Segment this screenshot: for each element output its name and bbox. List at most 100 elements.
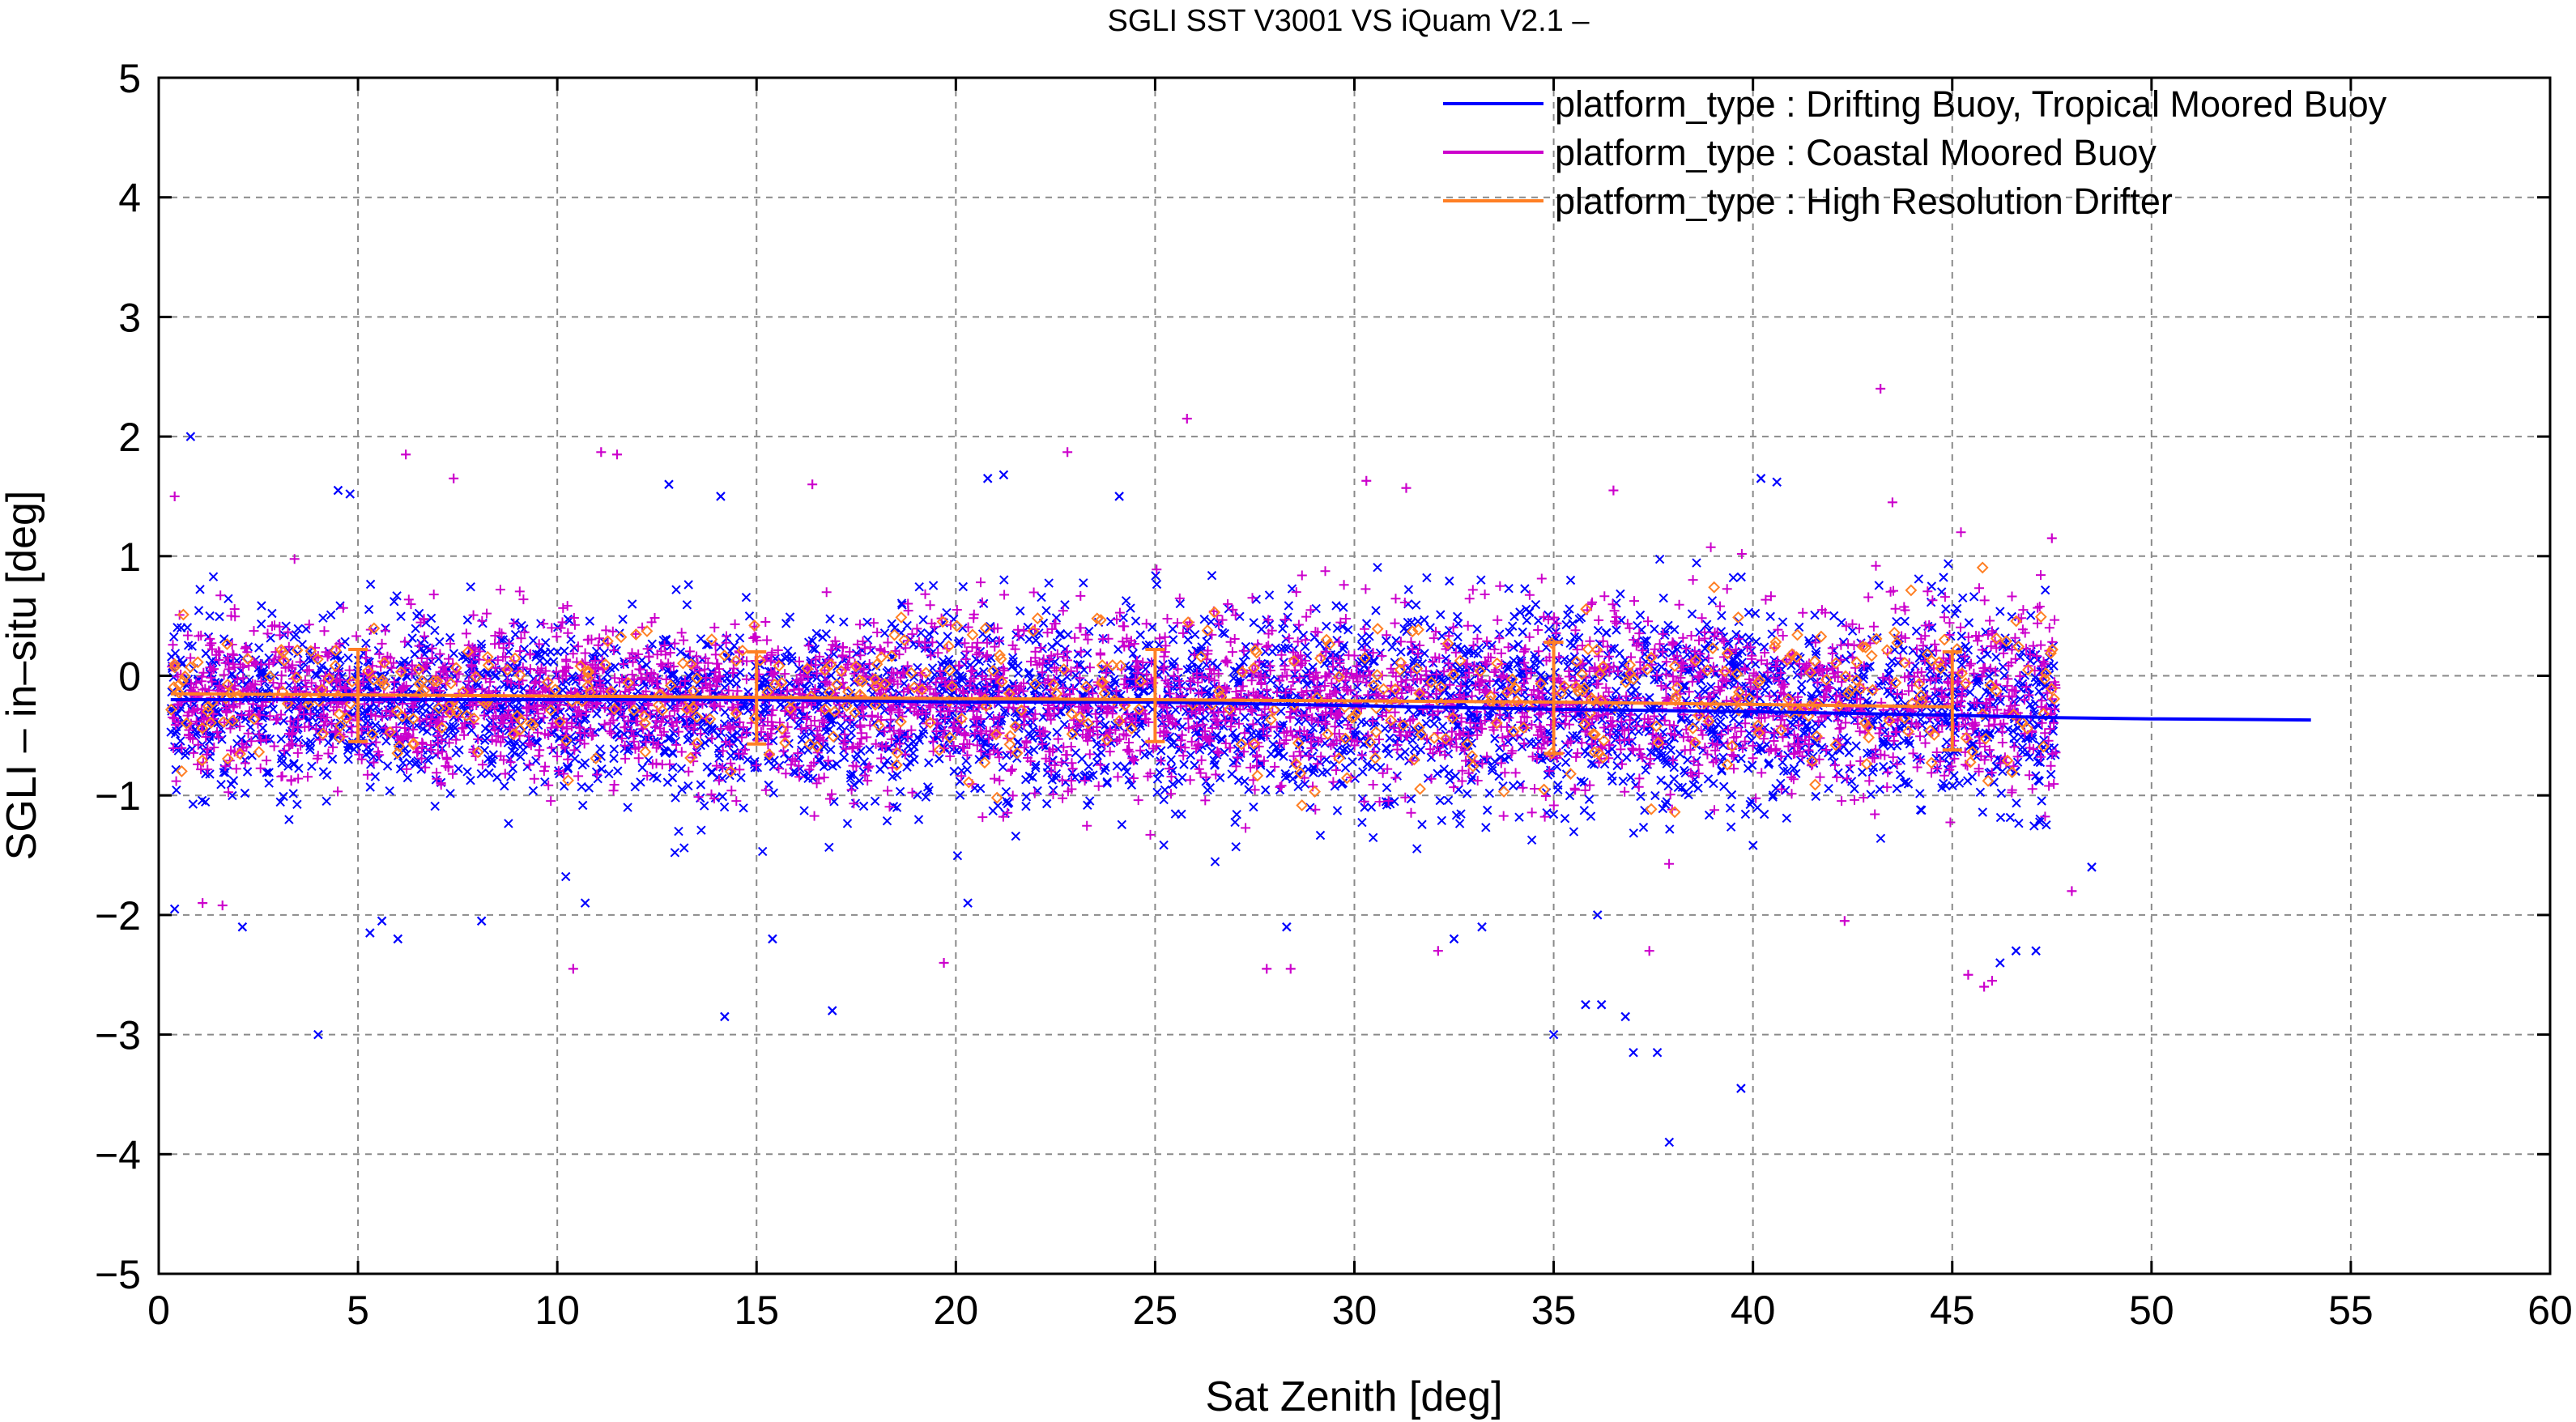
error-bar <box>1543 641 1564 756</box>
y-tick-label: 1 <box>118 534 141 580</box>
data-point <box>198 898 208 909</box>
data-point <box>1772 477 1782 487</box>
data-point <box>377 916 387 926</box>
data-point <box>333 485 343 496</box>
y-tick-label: −2 <box>95 893 141 939</box>
y-axis-label: SGLI – in–situ [deg] <box>0 491 45 861</box>
data-point <box>2046 533 2057 543</box>
error-bars <box>348 641 1962 756</box>
data-point <box>169 491 180 501</box>
data-point <box>998 470 1009 480</box>
x-tick-label: 30 <box>1332 1288 1377 1333</box>
y-tick-label: −5 <box>95 1252 141 1297</box>
data-point <box>185 432 196 441</box>
data-point <box>1548 1029 1559 1040</box>
data-point <box>982 474 993 483</box>
error-bar <box>348 648 368 743</box>
data-point <box>939 957 949 968</box>
data-point <box>827 1006 837 1015</box>
data-point <box>611 449 622 460</box>
data-point <box>393 934 403 944</box>
data-point <box>1592 910 1603 920</box>
data-point <box>169 904 180 914</box>
legend-label: platform_type : Coastal Moored Buoy <box>1555 132 2157 173</box>
data-point <box>1839 916 1850 926</box>
legend-label: platform_type : High Resolution Drifter <box>1555 181 2173 222</box>
x-tick-label: 20 <box>934 1288 979 1333</box>
y-tick-label: −4 <box>95 1132 141 1177</box>
mean-lines <box>170 692 2311 722</box>
grid <box>159 78 2550 1274</box>
data-point <box>1581 999 1590 1010</box>
data-point <box>1285 964 1296 974</box>
x-axis-label: Sat Zenith [deg] <box>1205 1373 1502 1420</box>
data-point <box>720 1011 730 1022</box>
data-point <box>1062 447 1073 458</box>
data-point <box>1262 964 1272 974</box>
data-point <box>237 922 248 932</box>
data-point <box>365 928 375 938</box>
data-point <box>1477 922 1487 932</box>
y-tick-labels: −5 −4 −3 −2 −1 0 1 2 3 4 5 <box>95 56 141 1297</box>
data-point <box>664 479 674 489</box>
data-point <box>1433 946 1443 956</box>
data-point <box>1608 485 1619 496</box>
data-point <box>1449 934 1459 944</box>
error-bar <box>1942 649 1962 752</box>
data-point <box>716 492 726 501</box>
data-point <box>1736 1084 1746 1093</box>
x-tick-label: 5 <box>347 1288 369 1333</box>
data-point <box>2067 886 2077 896</box>
data-point <box>1644 946 1654 956</box>
y-tick-label: −3 <box>95 1013 141 1058</box>
data-point <box>1652 1047 1663 1058</box>
mean-line-series-3 <box>170 692 1952 709</box>
x-tick-label: 25 <box>1133 1288 1178 1333</box>
y-tick-label: 0 <box>118 654 141 700</box>
data-point <box>1963 969 1974 980</box>
data-point <box>1756 474 1766 483</box>
data-point <box>217 900 228 911</box>
x-tick-label: 0 <box>147 1288 170 1333</box>
data-point <box>1995 958 2005 968</box>
data-point <box>1876 384 1886 394</box>
data-point <box>1361 475 1372 486</box>
outlier-points <box>169 384 2097 1147</box>
data-point <box>768 934 777 944</box>
data-point <box>1620 1011 1630 1022</box>
x-tick-label: 35 <box>1531 1288 1577 1333</box>
data-point <box>2031 946 2041 956</box>
x-tick-label: 45 <box>1930 1288 1975 1333</box>
data-point <box>1401 483 1411 493</box>
y-tick-label: 4 <box>118 176 141 221</box>
x-tick-label: 60 <box>2527 1288 2573 1333</box>
y-tick-label: 2 <box>118 415 141 460</box>
data-point <box>1629 1047 1638 1058</box>
error-bar <box>1145 648 1165 743</box>
data-point <box>2087 862 2097 872</box>
legend-label: platform_type : Drifting Buoy, Tropical … <box>1555 83 2387 125</box>
data-point <box>807 479 818 490</box>
data-point <box>449 473 459 483</box>
data-point <box>1114 492 1124 501</box>
data-point <box>963 898 973 908</box>
data-point <box>1887 497 1897 508</box>
x-tick-label: 50 <box>2129 1288 2174 1333</box>
x-tick-labels: 0 5 10 15 20 25 30 35 40 45 50 55 60 <box>147 1288 2573 1333</box>
data-point <box>2011 946 2021 956</box>
y-tick-label: −1 <box>95 773 141 819</box>
chart-title: SGLI SST V3001 VS iQuam V2.1 – <box>1108 4 1590 38</box>
data-point <box>568 964 578 974</box>
data-point <box>1596 999 1607 1010</box>
data-point <box>1986 976 1997 986</box>
data-point <box>1664 1137 1675 1147</box>
data-point <box>1182 413 1192 424</box>
tick-marks <box>157 76 2552 1275</box>
data-point <box>1282 922 1292 932</box>
x-tick-label: 10 <box>534 1288 580 1333</box>
data-point <box>596 447 607 458</box>
data-point <box>313 1029 323 1040</box>
y-tick-label: 5 <box>118 56 141 101</box>
x-tick-label: 40 <box>1731 1288 1776 1333</box>
